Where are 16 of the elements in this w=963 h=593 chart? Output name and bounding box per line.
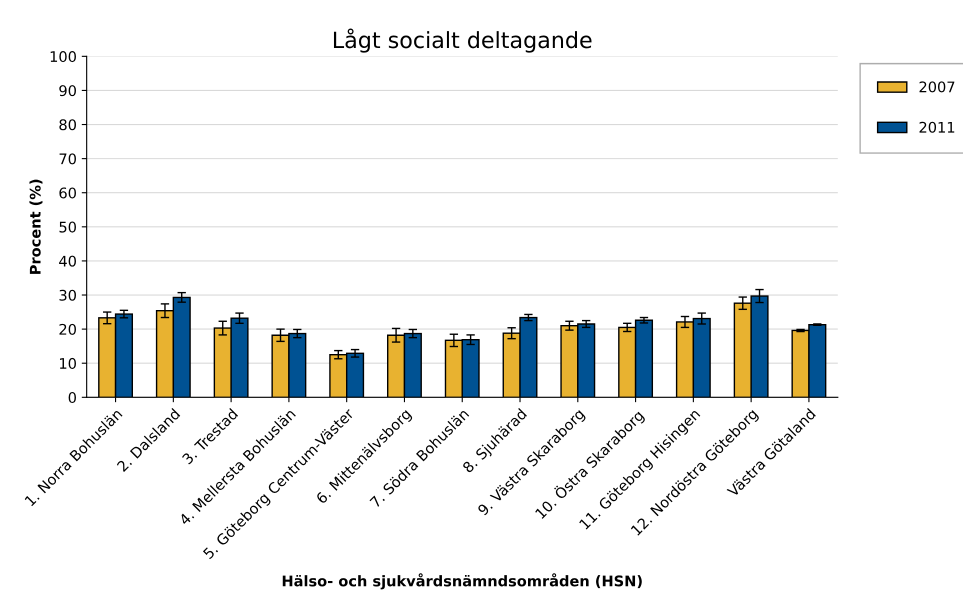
legend-label: 2011 (920, 122, 954, 133)
y-tick-label: 20 (59, 324, 76, 335)
x-axis-title: Hälso- och sjukvårdsnämndsområden (HSN) (282, 573, 642, 590)
y-tick-label: 0 (68, 392, 76, 404)
y-tick-label: 10 (60, 358, 76, 369)
y-tick-label: 50 (60, 222, 76, 233)
y-axis-title: Procent (%) (29, 180, 42, 274)
legend-label: 2007 (920, 81, 954, 92)
y-tick-label: 70 (60, 153, 76, 164)
y-tick-label: 90 (59, 85, 76, 96)
y-tick-label: 30 (60, 290, 76, 301)
y-tick-label: 60 (59, 187, 76, 198)
y-tick-label: 40 (59, 256, 76, 267)
chart-title: Lågt socialt deltagande (334, 28, 592, 53)
y-tick-label: 100 (50, 51, 76, 62)
y-tick-label: 80 (59, 119, 76, 130)
